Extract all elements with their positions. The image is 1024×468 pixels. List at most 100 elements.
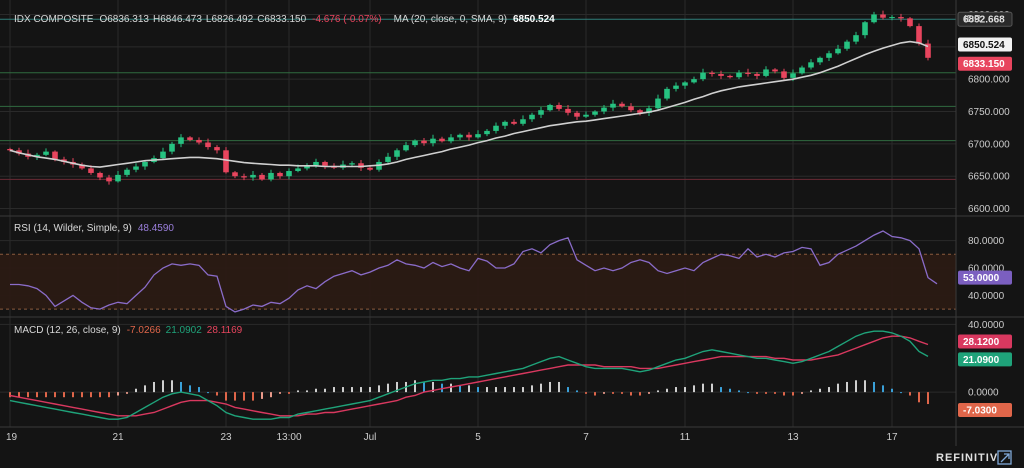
histogram-bar <box>882 385 884 393</box>
histogram-bar <box>846 381 848 393</box>
high-label: H <box>153 14 160 25</box>
candle-body <box>169 143 175 152</box>
candle-body <box>439 138 445 142</box>
rsi-line <box>10 230 938 313</box>
candle-body <box>601 107 607 112</box>
histogram-bar <box>792 392 794 396</box>
time-tick-label: 11 <box>680 432 691 443</box>
candle-body <box>88 168 94 173</box>
candle-body <box>79 164 85 169</box>
rsi-value-tag: 53.0000 <box>963 273 1000 284</box>
candle-body <box>844 41 850 49</box>
candle-body <box>781 71 787 78</box>
price-tick-label: 6800.000 <box>968 75 1010 86</box>
histogram-bar <box>36 392 38 398</box>
price-tick-label: 6650.000 <box>968 172 1010 183</box>
candle-body <box>655 98 661 109</box>
signal-value: 28.1169 <box>207 325 243 336</box>
price-tag-level: 6892.668 <box>963 15 1005 26</box>
candle-body <box>727 75 733 78</box>
currency-label: IDR <box>964 14 981 25</box>
macd-value: 21.0902 <box>166 325 203 336</box>
candle-body <box>115 174 121 182</box>
candle-body <box>826 53 832 58</box>
histogram-bar <box>297 390 299 393</box>
candle-body <box>106 177 112 182</box>
candle-body <box>322 161 328 166</box>
price-tags: 6892.668 6850.524 6833.150 53.0000 28.1200 21… <box>957 11 1013 418</box>
candles <box>7 10 931 185</box>
candle-body <box>916 26 922 44</box>
macd-value-tag: 21.0900 <box>963 355 1000 366</box>
ma-label: MA (20, close, 0, SMA, 9) <box>394 14 507 25</box>
candle-body <box>547 105 553 111</box>
candle-body <box>241 176 247 178</box>
histogram-bar <box>531 385 533 393</box>
histogram-bar <box>666 388 668 393</box>
price-tick-label: 6600.000 <box>968 204 1010 215</box>
rsi-value-tag-bg <box>958 270 1012 285</box>
macd-header: MACD (12, 26, close, 9) -7.0266 21.0902 28.… <box>14 325 243 336</box>
candle-body <box>286 171 292 177</box>
low-value: 6826.492 <box>211 14 253 25</box>
candle-body <box>205 142 211 148</box>
histogram-bar <box>126 392 128 394</box>
macd-value-tag-bg <box>958 352 1012 367</box>
candle-body <box>385 156 391 162</box>
rsi-value: 48.4590 <box>138 223 175 234</box>
candle-body <box>160 151 166 159</box>
histogram-bar <box>243 392 245 401</box>
candle-body <box>583 114 589 117</box>
histogram-bar <box>387 383 389 393</box>
candle-body <box>466 134 472 138</box>
candle-body <box>808 62 814 68</box>
candle-body <box>34 154 40 157</box>
histogram-bar <box>450 383 452 393</box>
price-tag-ma: 6850.524 <box>963 40 1005 51</box>
candle-body <box>628 106 634 111</box>
candle-body <box>133 166 139 170</box>
candle-body <box>763 69 769 76</box>
histogram-bar <box>549 381 551 393</box>
candle-body <box>124 169 130 175</box>
histogram-bar <box>207 392 209 394</box>
histogram-bar <box>693 385 695 393</box>
candle-body <box>421 140 427 144</box>
histogram-bar <box>90 392 92 398</box>
histogram-bar <box>729 388 731 393</box>
candle-body <box>745 72 751 74</box>
candle-body <box>394 150 400 157</box>
price-tag-ma-bg <box>958 37 1012 52</box>
histogram-bar <box>63 392 65 398</box>
histogram-bar <box>495 387 497 393</box>
candle-body <box>880 14 886 18</box>
candle-body <box>889 17 895 19</box>
candle-body <box>538 110 544 115</box>
candle-body <box>862 22 868 36</box>
high-value: 6846.473 <box>160 14 202 25</box>
signal-value-tag-bg <box>958 334 1012 349</box>
histogram-bar <box>621 392 623 394</box>
macd-tick-label: 0.0000 <box>968 388 999 399</box>
histogram-bar <box>927 392 929 405</box>
histogram-bar <box>261 392 263 399</box>
time-axis[interactable]: 19 21 23 13:00 Jul 5 7 11 13 17 <box>6 432 898 443</box>
histogram-bar <box>522 387 524 393</box>
histogram-bar <box>234 392 236 401</box>
histogram-bar <box>513 387 515 393</box>
candle-body <box>7 149 13 151</box>
candle-body <box>529 114 535 120</box>
candle-body <box>97 172 103 178</box>
price-tick-label: 6750.000 <box>968 107 1010 118</box>
histogram-bar <box>891 388 893 393</box>
candle-body <box>700 72 706 80</box>
histogram-bar <box>702 383 704 393</box>
rsi-header: RSI (14, Wilder, Simple, 9) 48.4590 <box>14 223 174 234</box>
histogram-bar <box>162 380 164 393</box>
candle-body <box>403 145 409 151</box>
histogram-bar <box>558 381 560 393</box>
candle-body <box>313 161 319 166</box>
candle-body <box>664 88 670 99</box>
macd-tick-label: 40.0000 <box>968 320 1005 331</box>
histogram-bar <box>99 392 101 398</box>
